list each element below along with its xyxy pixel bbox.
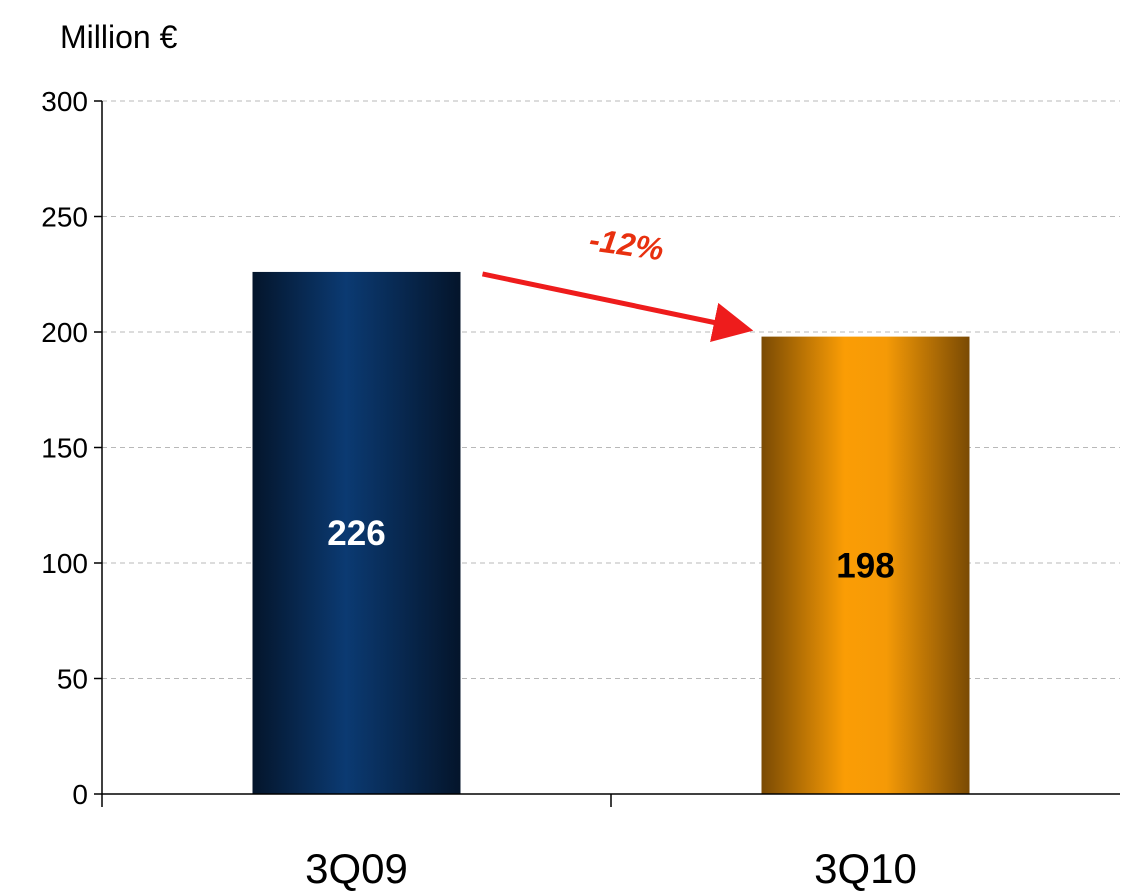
category-label: 3Q09 bbox=[305, 845, 408, 891]
x-axis-categories: 3Q09 3Q10 bbox=[101, 794, 917, 891]
bars bbox=[252, 271, 970, 794]
y-tick-label: 50 bbox=[57, 664, 88, 695]
change-label: -12% bbox=[587, 221, 666, 267]
data-label: 198 bbox=[836, 546, 894, 585]
y-tick-label: 150 bbox=[41, 433, 88, 464]
y-tick-label: 250 bbox=[41, 202, 88, 233]
y-axis-unit-label: Million € bbox=[60, 19, 178, 55]
data-label: 226 bbox=[327, 514, 385, 553]
y-tick-label: 300 bbox=[41, 86, 88, 117]
y-tick-label: 0 bbox=[72, 779, 88, 810]
data-labels: 226 198 bbox=[327, 514, 894, 585]
y-tick-label: 100 bbox=[41, 548, 88, 579]
change-annotation: -12% bbox=[481, 221, 754, 343]
y-tick-label: 200 bbox=[41, 317, 88, 348]
change-arrow bbox=[481, 271, 754, 343]
y-axis-ticks: 0 50 100 150 200 250 300 bbox=[41, 86, 102, 810]
bar-3q10 bbox=[761, 336, 970, 794]
bar-3q09 bbox=[252, 271, 461, 794]
category-label: 3Q10 bbox=[814, 845, 917, 891]
